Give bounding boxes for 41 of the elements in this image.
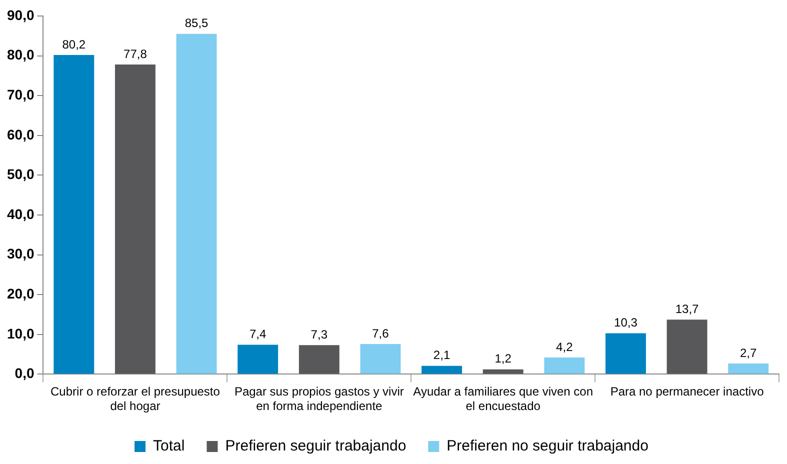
data-label: 7,4 — [250, 327, 267, 342]
legend-label: Prefieren no seguir trabajando — [446, 438, 648, 455]
data-label: 2,7 — [740, 346, 758, 360]
x-tick-label: Ayudar a familiares que viven con el encuestado — [413, 384, 594, 414]
bar — [54, 55, 94, 374]
data-label: 4,2 — [556, 340, 574, 354]
bar — [360, 344, 401, 374]
y-tick-label: 90,0 — [7, 6, 34, 23]
y-tick-label: 50,0 — [7, 166, 34, 182]
bar — [176, 34, 217, 374]
bar — [422, 366, 462, 374]
x-tick-label: Para no permanecer inactivo — [610, 384, 764, 399]
y-tick-label: 60,0 — [7, 126, 34, 142]
x-tick-label: Pagar sus propios gastos y vivir en forma independiente — [234, 384, 404, 414]
data-label: 2,1 — [433, 348, 450, 362]
y-tick-label: 20,0 — [7, 285, 34, 302]
bar — [298, 345, 340, 374]
y-tick-label: 0,0 — [14, 365, 34, 382]
legend-label: Prefieren seguir trabajando — [225, 438, 406, 455]
bar — [114, 64, 156, 374]
data-label: 80,2 — [62, 37, 86, 52]
data-label: 7,6 — [372, 326, 390, 340]
y-tick-label: 40,0 — [7, 206, 34, 222]
y-tick-label: 30,0 — [7, 246, 34, 262]
bar — [482, 369, 524, 374]
data-label: 85,5 — [184, 16, 209, 30]
data-label: 13,7 — [675, 302, 700, 316]
bar — [666, 320, 708, 374]
data-label: 77,8 — [124, 46, 148, 61]
y-tick-label: 70,0 — [7, 86, 34, 102]
data-label: 10,3 — [614, 316, 638, 330]
y-tick-label: 80,0 — [7, 46, 34, 63]
bar — [544, 357, 585, 374]
bar — [605, 333, 646, 374]
x-tick-label: Cubrir o reforzar el presupuesto del hogar — [50, 384, 220, 414]
y-tick-label: 10,0 — [7, 325, 34, 342]
data-label: 7,3 — [310, 327, 328, 342]
data-label: 1,2 — [494, 352, 512, 366]
bar — [728, 363, 769, 374]
legend-label: Total — [153, 438, 185, 455]
bar — [238, 344, 278, 374]
